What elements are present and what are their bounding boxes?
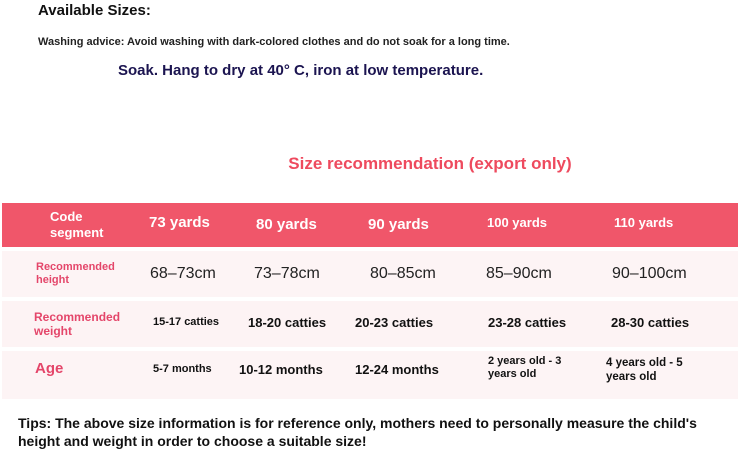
table-cell: 10-12 months xyxy=(239,362,323,378)
table-row: Recommended weight 15-17 catties 18-20 c… xyxy=(2,301,738,347)
table-cell: 4 years old - 5 years old xyxy=(606,357,683,383)
table-header: Code segment 73 yards 80 yards 90 yards … xyxy=(2,203,738,247)
header-size: 110 yards xyxy=(614,215,674,231)
table-cell: 68–73cm xyxy=(150,265,216,283)
table-cell: 23-28 catties xyxy=(488,315,567,331)
table-cell: 20-23 catties xyxy=(355,315,434,331)
header-size: 100 yards xyxy=(487,215,547,231)
tips-note: Tips: The above size information is for … xyxy=(18,415,697,450)
table-cell: 12-24 months xyxy=(355,362,439,378)
table-cell: 15-17 catties xyxy=(153,316,220,329)
row-label: Recommended height xyxy=(36,260,115,286)
header-size: 90 yards xyxy=(368,216,429,233)
table-cell: 85–90cm xyxy=(486,265,552,283)
table-row: Recommended height 68–73cm 73–78cm 80–85… xyxy=(2,251,738,297)
table-cell: 80–85cm xyxy=(370,265,436,283)
available-sizes-heading: Available Sizes: xyxy=(38,2,151,19)
size-recommendation-title: Size recommendation (export only) xyxy=(288,154,572,173)
washing-advice: Washing advice: Avoid washing with dark-… xyxy=(38,36,510,48)
table-cell: 2 years old - 3 years old xyxy=(488,355,562,381)
table-row: Age 5-7 months 10-12 months 12-24 months… xyxy=(2,351,738,399)
header-size: 73 yards xyxy=(149,214,210,231)
table-cell: 18-20 catties xyxy=(248,315,327,331)
row-label: Recommended weight xyxy=(34,309,121,338)
header-size: 80 yards xyxy=(256,216,317,233)
table-cell: 28-30 catties xyxy=(611,315,690,331)
table-cell: 5-7 months xyxy=(153,363,212,376)
row-label: Age xyxy=(35,360,64,377)
header-code-segment: Code segment xyxy=(50,209,104,240)
table-cell: 73–78cm xyxy=(254,265,320,283)
care-instructions: Soak. Hang to dry at 40° C, iron at low … xyxy=(118,62,484,79)
table-cell: 90–100cm xyxy=(612,265,687,283)
